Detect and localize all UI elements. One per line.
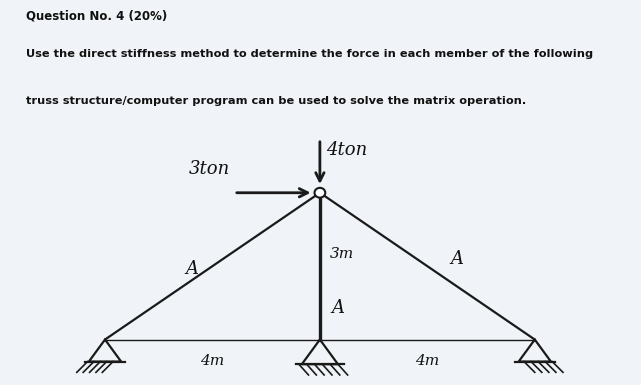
Circle shape — [315, 188, 325, 198]
Text: truss structure/computer program can be used to solve the matrix operation.: truss structure/computer program can be … — [26, 96, 526, 106]
Text: A: A — [451, 250, 463, 268]
Text: 3m: 3m — [329, 247, 354, 261]
Text: Use the direct stiffness method to determine the force in each member of the fol: Use the direct stiffness method to deter… — [26, 49, 593, 59]
Text: 4m: 4m — [201, 354, 224, 368]
Text: 4ton: 4ton — [326, 141, 367, 159]
Text: 4m: 4m — [415, 354, 440, 368]
Text: A: A — [331, 299, 345, 317]
Text: 3ton: 3ton — [188, 160, 229, 178]
Text: Question No. 4 (20%): Question No. 4 (20%) — [26, 10, 167, 23]
Text: A: A — [185, 259, 199, 278]
